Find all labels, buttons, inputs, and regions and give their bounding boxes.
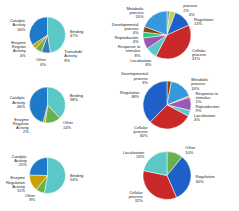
svg-text:Cellularprocess32%: Cellularprocess32% — [129, 190, 144, 204]
svg-text:Reproduction9%: Reproduction9% — [196, 104, 220, 113]
svg-text:Binding54%: Binding54% — [70, 173, 83, 182]
svg-text:Other10%: Other10% — [185, 145, 196, 154]
svg-text:Developmentalprocess4%: Developmentalprocess4% — [112, 22, 139, 36]
svg-text:Binding47%: Binding47% — [70, 29, 83, 38]
svg-text:EnzymeRegulateActivity2%: EnzymeRegulateActivity2% — [13, 117, 30, 135]
svg-text:Other8%: Other8% — [25, 193, 36, 202]
svg-text:Reproduction4%: Reproduction4% — [115, 35, 139, 44]
svg-text:Localization20%: Localization20% — [123, 150, 145, 159]
svg-text:TransdublActivity8%: TransdublActivity8% — [64, 49, 82, 63]
svg-text:Regulation38%: Regulation38% — [120, 90, 140, 99]
svg-text:CatalyticActivity25%: CatalyticActivity25% — [12, 154, 28, 168]
svg-text:EnzymeRegulationActivity15%: EnzymeRegulationActivity15% — [8, 175, 26, 193]
svg-text:EnzymeRegulatActivity4%: EnzymeRegulatActivity4% — [11, 40, 26, 58]
svg-text:Regulation13%: Regulation13% — [194, 17, 213, 26]
svg-text:Other6%: Other6% — [36, 57, 47, 66]
svg-text:CatalyticActivity34%: CatalyticActivity34% — [10, 18, 26, 32]
svg-text:Cellularprocess30%: Cellularprocess30% — [134, 125, 149, 139]
svg-text:Other14%: Other14% — [63, 120, 74, 129]
svg-text:Binding38%: Binding38% — [70, 93, 83, 102]
svg-text:Localization4%: Localization4% — [194, 113, 215, 122]
svg-text:Regulation30%: Regulation30% — [196, 174, 215, 183]
svg-text:Localization8%: Localization8% — [130, 58, 152, 67]
svg-text:Developmentalprocess3%: Developmentalprocess3% — [121, 71, 148, 85]
svg-text:Response tostimulus8%: Response tostimulus8% — [118, 44, 141, 58]
svg-text:4%: 4% — [188, 12, 195, 18]
svg-text:Metabolicprocess20%: Metabolicprocess20% — [126, 6, 144, 20]
svg-text:Cellularprocess41%: Cellularprocess41% — [192, 48, 206, 62]
svg-text:Response tostimulus1%: Response tostimulus1% — [195, 91, 218, 105]
svg-text:Metabolicprocess16%: Metabolicprocess16% — [191, 77, 208, 91]
svg-text:CatalyticActivity46%: CatalyticActivity46% — [10, 95, 26, 109]
svg-text:process2%: process2% — [183, 3, 197, 12]
